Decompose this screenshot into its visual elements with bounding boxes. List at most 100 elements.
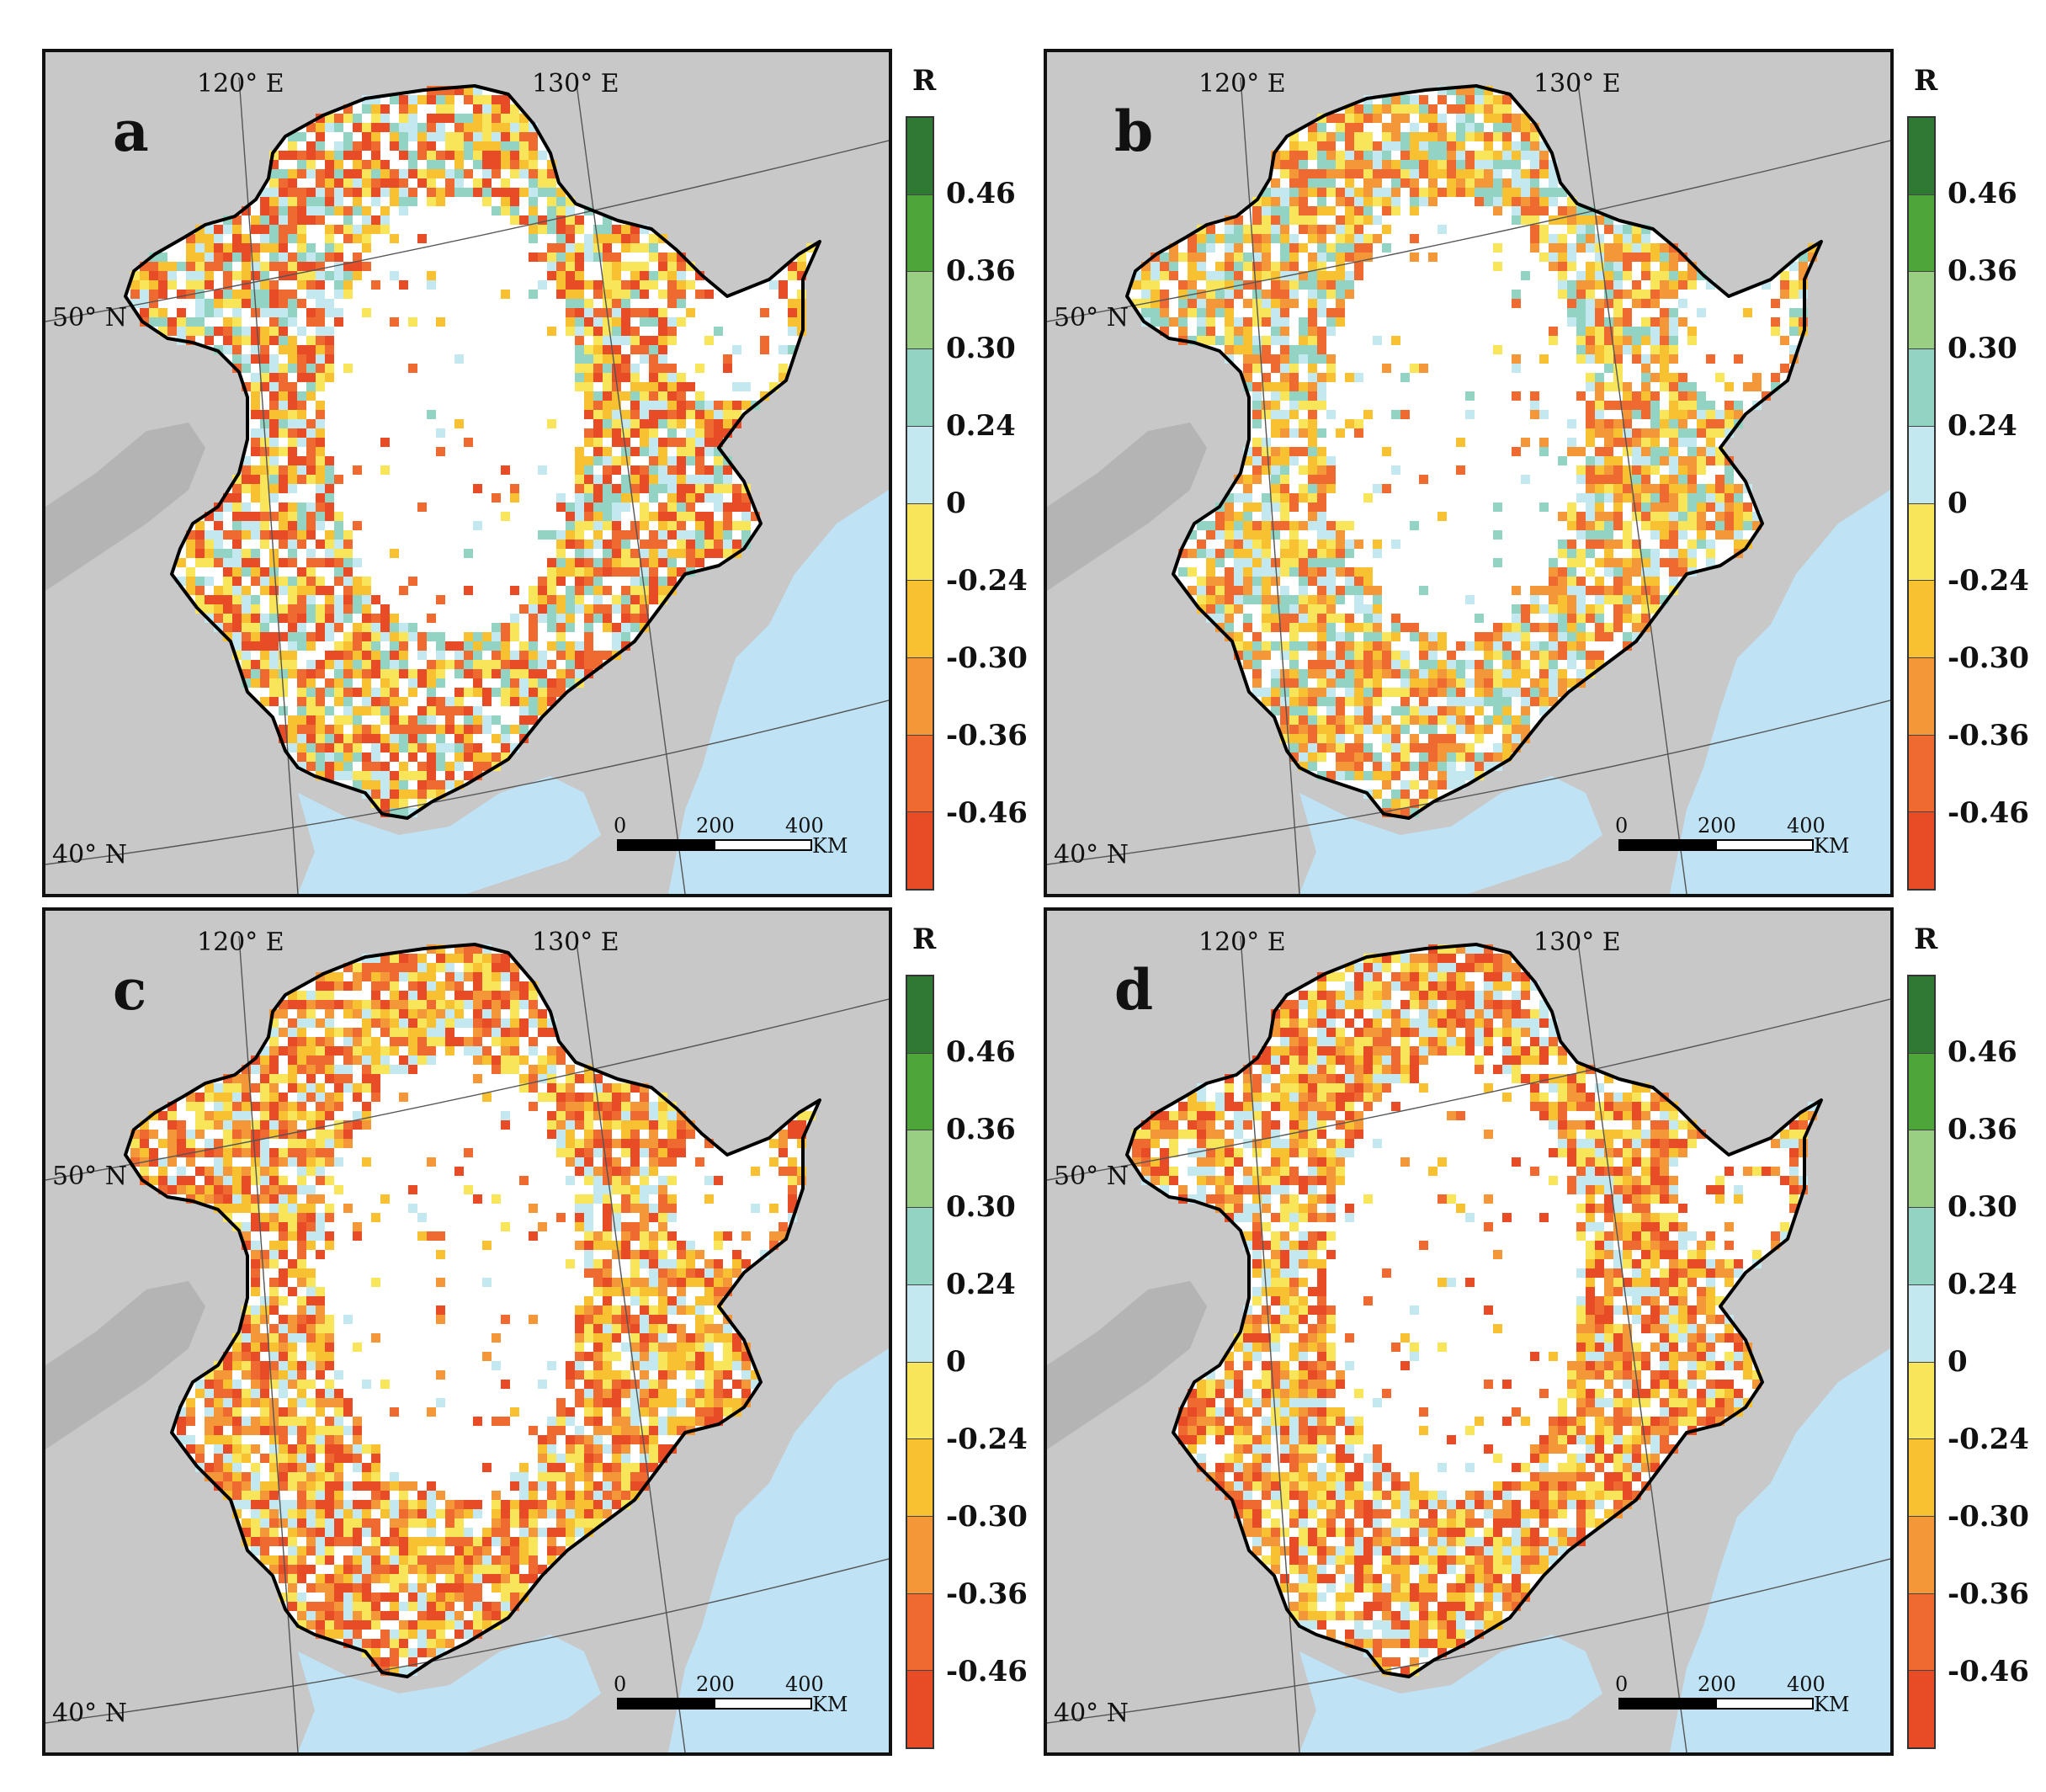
pixel — [316, 762, 325, 771]
pixel — [751, 1204, 760, 1213]
pixel — [1243, 595, 1252, 604]
pixel — [566, 1176, 575, 1185]
pixel — [269, 678, 279, 688]
pixel — [1373, 725, 1382, 734]
pixel — [1567, 308, 1576, 317]
pixel — [205, 1139, 214, 1148]
pixel — [612, 253, 621, 262]
pixel — [566, 243, 575, 253]
pixel — [1382, 799, 1391, 808]
pixel — [1586, 419, 1595, 428]
pixel — [306, 475, 316, 484]
pixel — [316, 493, 325, 503]
pixel — [353, 1222, 362, 1231]
pixel — [306, 428, 316, 438]
pixel — [1521, 151, 1530, 160]
pixel — [1660, 428, 1669, 438]
pixel — [1576, 345, 1586, 354]
pixel — [593, 428, 603, 438]
pixel — [556, 1102, 566, 1111]
pixel — [1336, 243, 1345, 253]
pixel — [1252, 271, 1262, 280]
pixel — [1410, 780, 1419, 790]
pixel — [316, 743, 325, 752]
pixel — [1363, 493, 1373, 503]
pixel — [186, 1139, 195, 1148]
pixel — [1724, 521, 1734, 530]
pixel — [1475, 762, 1484, 771]
pixel — [1326, 530, 1336, 540]
pixel — [603, 1083, 612, 1093]
pixel — [667, 299, 677, 308]
pixel — [408, 991, 417, 1000]
pixel — [556, 549, 566, 558]
pixel — [575, 336, 584, 345]
pixel — [1354, 752, 1363, 762]
pixel — [399, 660, 408, 669]
pixel — [436, 160, 445, 169]
pixel — [269, 1102, 279, 1111]
pixel — [279, 308, 288, 317]
pixel — [177, 290, 186, 299]
pixel — [593, 660, 603, 669]
pixel — [1262, 493, 1271, 503]
pixel — [686, 530, 695, 540]
pixel — [1354, 160, 1363, 169]
pixel — [325, 558, 334, 567]
pixel — [232, 1130, 242, 1139]
pixel — [325, 1148, 334, 1157]
pixel — [1641, 382, 1650, 391]
pixel — [677, 382, 686, 391]
pixel — [1373, 336, 1382, 345]
pixel — [1234, 632, 1243, 641]
pixel — [1724, 503, 1734, 512]
pixel — [260, 1093, 269, 1102]
scale-tick-400: 400 — [1787, 814, 1825, 838]
pixel — [575, 354, 584, 364]
pixel — [1660, 336, 1669, 345]
pixel — [1289, 253, 1299, 262]
pixel — [306, 419, 316, 428]
pixel — [492, 1028, 501, 1037]
pixel — [1623, 271, 1632, 280]
pixel — [1623, 438, 1632, 447]
pixel — [279, 391, 288, 401]
pixel — [232, 604, 242, 614]
pixel — [297, 1083, 306, 1093]
parallel-50 — [45, 140, 889, 322]
pixel — [1576, 299, 1586, 308]
pixel — [603, 364, 612, 373]
pixel — [279, 1111, 288, 1120]
pixel — [371, 752, 380, 762]
pixel — [325, 762, 334, 771]
pixel — [1706, 503, 1715, 512]
pixel — [316, 632, 325, 641]
pixel — [575, 1167, 584, 1176]
pixel — [316, 475, 325, 484]
pixel — [1363, 243, 1373, 253]
pixel — [593, 1176, 603, 1185]
pixel — [1715, 428, 1724, 438]
pixel — [612, 549, 621, 558]
pixel — [1197, 299, 1206, 308]
pixel — [353, 715, 362, 725]
pixel — [1512, 743, 1521, 752]
pixel — [408, 623, 417, 632]
pixel — [1391, 614, 1400, 623]
pixel — [1521, 178, 1530, 188]
pixel — [1512, 197, 1521, 206]
pixel — [325, 660, 334, 669]
pixel — [1549, 197, 1558, 206]
pixel — [584, 1204, 593, 1213]
pixel — [1447, 178, 1456, 188]
pixel — [556, 1148, 566, 1157]
pixel — [1308, 604, 1317, 614]
pixel — [1669, 262, 1678, 271]
pixel — [380, 632, 390, 641]
pixel — [1539, 151, 1549, 160]
pixel — [427, 169, 436, 178]
pixel — [279, 577, 288, 586]
pixel — [519, 114, 529, 123]
pixel — [593, 530, 603, 540]
pixel — [1317, 660, 1326, 669]
